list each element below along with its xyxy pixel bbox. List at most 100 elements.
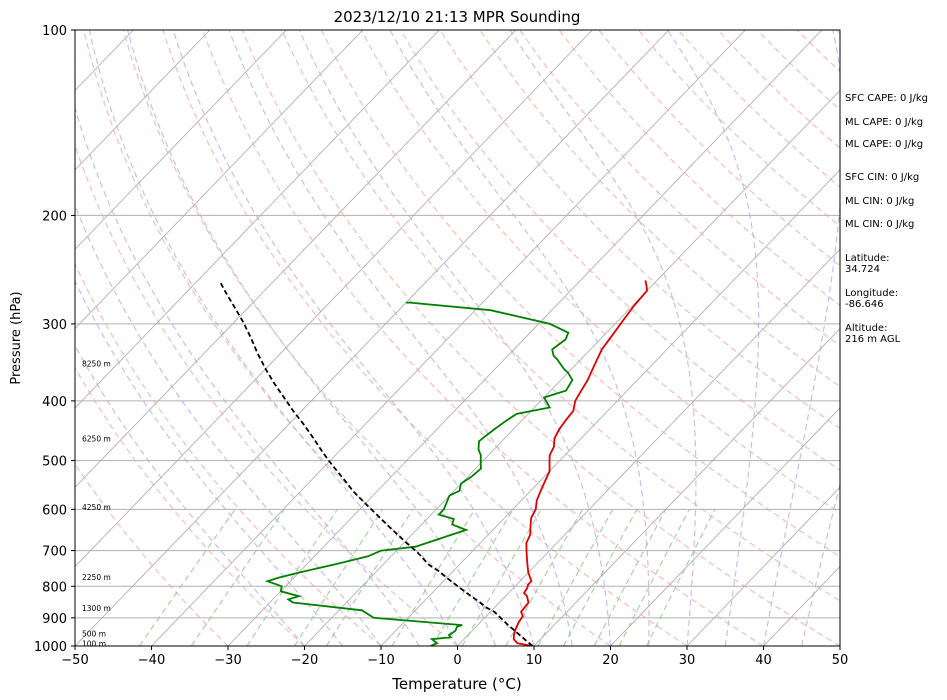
- isotherm-line: [75, 30, 287, 250]
- height-label: 4250 m: [82, 503, 111, 512]
- isotherm-line: [151, 30, 746, 646]
- moist-adiabat: [75, 203, 382, 646]
- dry-adiabat: [75, 262, 382, 646]
- dry-adiabat: [558, 30, 840, 307]
- stat-ml-cape-2: ML CAPE: 0 J/kg: [845, 139, 924, 150]
- y-tick-label: 100: [42, 24, 67, 39]
- moist-adiabat: [389, 30, 650, 646]
- isotherm-line: [75, 30, 670, 646]
- x-tick-label: −40: [138, 653, 165, 668]
- x-tick-label: 40: [755, 653, 772, 668]
- y-tick-label: 400: [42, 395, 67, 410]
- altitude-value: 216 m AGL: [845, 334, 901, 345]
- moist-adiabat: [509, 30, 697, 646]
- x-tick-label: 0: [453, 653, 461, 668]
- mixing-ratio-line: [325, 508, 414, 646]
- y-tick-label: 1000: [34, 640, 67, 655]
- isotherm-line: [686, 486, 840, 646]
- x-axis-label: Temperature (°C): [391, 675, 521, 693]
- isotherm-line: [227, 30, 823, 646]
- moist-adiabat: [88, 30, 459, 646]
- longitude-value: -86.646: [845, 299, 884, 310]
- x-tick-label: −30: [214, 653, 241, 668]
- isotherm-line: [75, 30, 364, 330]
- dry-adiabat: [162, 30, 688, 646]
- height-label: 6250 m: [82, 434, 111, 443]
- x-axis: −50 −40 −30 −20 −10 0 10 20 30 40 50: [61, 646, 848, 668]
- isotherm-line: [75, 30, 440, 409]
- y-tick-label: 700: [42, 545, 67, 560]
- moist-adiabat: [172, 30, 535, 646]
- isotherm-line: [457, 248, 840, 646]
- dry-adiabat: [122, 30, 611, 646]
- y-axis: 1000 900 800 700 600 500 400 300 200 100: [34, 24, 75, 655]
- moist-adiabat: [75, 279, 344, 646]
- isotherm-line: [380, 169, 840, 646]
- stat-ml-cin: ML CIN: 0 J/kg: [845, 196, 915, 207]
- mixing-ratio-line: [431, 508, 514, 646]
- y-tick-label: 500: [42, 455, 67, 470]
- dry-adiabat: [320, 30, 840, 558]
- moist-adiabat: [75, 106, 420, 646]
- height-label: 2250 m: [82, 573, 111, 582]
- mixing-ratio-line: [618, 509, 690, 646]
- longitude-label: Longitude:: [845, 288, 899, 299]
- dewpoint-profile-line: [264, 301, 574, 646]
- series-layer: [219, 280, 648, 646]
- mixing-ratio-line: [246, 508, 338, 646]
- x-tick-label: 10: [526, 653, 543, 668]
- dry-adiabat: [241, 30, 840, 646]
- x-tick-label: 30: [679, 653, 696, 668]
- isotherm-line: [610, 407, 840, 646]
- y-tick-label: 200: [42, 209, 67, 224]
- isotherm-line: [533, 327, 840, 646]
- height-label: 1300 m: [82, 604, 111, 613]
- dry-adiabat: [281, 30, 840, 602]
- y-tick-label: 900: [42, 612, 67, 627]
- height-label: 100 m: [82, 639, 106, 648]
- x-tick-label: 50: [832, 653, 849, 668]
- mixing-ratio-line: [461, 508, 542, 646]
- moist-adiabat: [666, 30, 760, 646]
- latitude-value: 34.724: [845, 264, 880, 275]
- moist-adiabat: [127, 30, 497, 646]
- isotherm-line: [304, 89, 840, 646]
- stat-sfc-cin: SFC CIN: 0 J/kg: [845, 172, 920, 183]
- isotherm-line: [75, 30, 517, 488]
- stat-ml-cape: ML CAPE: 0 J/kg: [845, 117, 924, 128]
- mixing-ratio-line: [537, 509, 614, 646]
- parcel-path-line: [219, 281, 534, 646]
- mixing-ratio-line: [562, 509, 638, 646]
- isotherm-line: [75, 30, 211, 171]
- height-label: 500 m: [82, 630, 106, 639]
- background-lines: [75, 30, 840, 646]
- stat-ml-cin-2: ML CIN: 0 J/kg: [845, 219, 915, 230]
- moist-adiabat: [762, 30, 840, 646]
- mixing-ratio-line: [294, 508, 384, 646]
- dry-adiabat: [75, 463, 229, 646]
- mixing-ratio-line: [138, 508, 236, 646]
- mixing-ratio-line: [593, 509, 667, 646]
- mixing-ratio-line: [391, 508, 476, 646]
- dry-adiabat: [360, 30, 840, 514]
- chart-title: 2023/12/10 21:13 MPR Sounding: [334, 8, 581, 26]
- x-tick-label: −50: [61, 653, 88, 668]
- moist-adiabat: [75, 344, 305, 646]
- y-tick-label: 600: [42, 503, 67, 518]
- dry-adiabat: [202, 30, 764, 646]
- temperature-profile-line: [512, 280, 648, 646]
- moist-adiabat: [298, 30, 612, 646]
- x-tick-label: −10: [367, 653, 394, 668]
- height-label: 8250 m: [82, 360, 111, 369]
- altitude-label: Altitude:: [845, 323, 888, 334]
- mixing-ratio-line: [190, 508, 285, 646]
- stat-sfc-cape: SFC CAPE: 0 J/kg: [845, 93, 928, 104]
- x-tick-label: 20: [602, 653, 619, 668]
- latitude-label: Latitude:: [845, 253, 890, 264]
- dry-adiabat: [75, 366, 305, 646]
- mixing-ratio-line: [646, 509, 716, 646]
- plot-background: [75, 30, 840, 646]
- y-axis-label: Pressure (hPa): [9, 291, 24, 384]
